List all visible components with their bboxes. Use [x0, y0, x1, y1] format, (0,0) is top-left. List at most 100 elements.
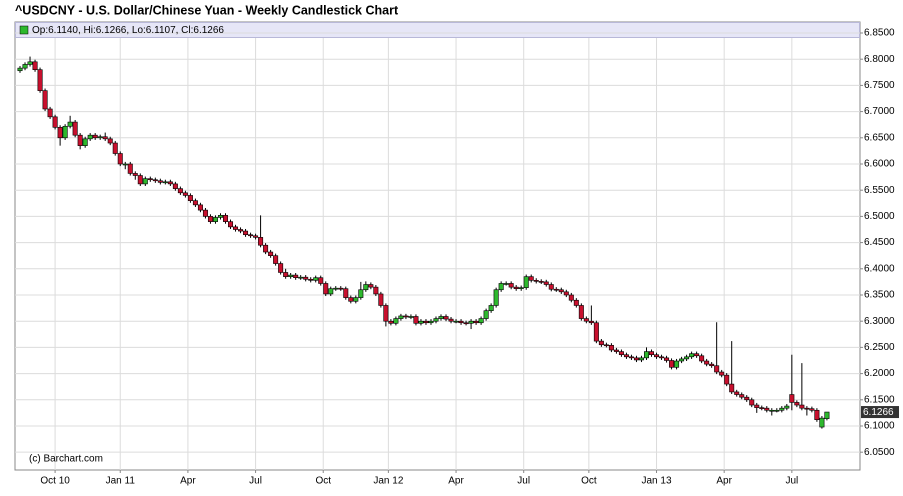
y-tick-label: 6.6000 [864, 159, 895, 170]
candle-body [207, 216, 213, 222]
candle-body [177, 188, 183, 194]
candle-body [704, 360, 710, 365]
candle-body [248, 234, 254, 237]
x-tick-label: Oct 10 [40, 476, 70, 487]
candle-body [413, 316, 419, 324]
candle-body [443, 316, 449, 320]
candle-body [423, 320, 429, 324]
candle-body [22, 64, 28, 69]
candle-body [268, 251, 274, 256]
last-price-box [861, 406, 899, 419]
candle-body [92, 134, 98, 139]
candle-body [714, 365, 720, 373]
x-tick-label: Apr [448, 476, 464, 487]
candle-body [699, 355, 705, 362]
y-tick-label: 6.4500 [864, 237, 895, 248]
candle-body [428, 320, 434, 324]
candle-body [719, 371, 725, 376]
candle-body [618, 351, 624, 356]
candle-body [729, 383, 735, 393]
candle-body [217, 215, 223, 218]
candle-body [433, 318, 439, 322]
last-price-label: 6.1266 [863, 407, 894, 418]
candle-body [498, 283, 504, 291]
foreground: Op:6.1140, Hi:6.1266, Lo:6.1107, Cl:6.12… [19, 25, 899, 487]
candle-body [107, 138, 113, 144]
candle-body [804, 407, 810, 410]
y-tick-label: 6.3500 [864, 290, 895, 301]
candle-body [403, 315, 409, 318]
candle-body [72, 121, 78, 136]
candle-body [167, 181, 173, 185]
candle-body [67, 121, 73, 127]
candle-body [147, 178, 153, 181]
x-tick-label: Apr [716, 476, 732, 487]
candle-body [253, 235, 259, 238]
candle-body [684, 356, 690, 360]
candle-body [323, 283, 329, 295]
candle-body [333, 287, 339, 290]
candle-body [192, 200, 198, 206]
candle-body [603, 344, 609, 347]
candle-body [523, 276, 529, 288]
y-tick-label: 6.6500 [864, 132, 895, 143]
candle-body [709, 363, 715, 367]
candle-body [588, 320, 594, 324]
candle-body [774, 409, 780, 412]
y-tick-label: 6.1500 [864, 394, 895, 405]
candle-body [62, 125, 68, 139]
candle-body [623, 354, 629, 358]
candle-body [749, 399, 755, 406]
candle-body [669, 360, 675, 368]
candle-body [222, 215, 228, 222]
candle-body [162, 181, 168, 184]
candle-body [483, 310, 489, 319]
candle-body [373, 286, 379, 295]
candle-body [358, 289, 364, 298]
candle-body [463, 322, 469, 325]
candle-body [343, 288, 349, 298]
x-tick-label: Jul [785, 476, 798, 487]
x-tick-label: Jul [249, 476, 262, 487]
candle-body [488, 305, 494, 312]
legend-text: Op:6.1140, Hi:6.1266, Lo:6.1107, Cl:6.12… [32, 25, 224, 36]
candle-body [112, 142, 118, 154]
candle-body [689, 353, 695, 358]
y-tick-label: 6.8000 [864, 54, 895, 65]
candle-body [593, 322, 599, 342]
candle-body [408, 316, 414, 318]
candle-body [82, 138, 88, 146]
candle-body [132, 173, 138, 176]
candle-body [303, 276, 309, 280]
candle-body [628, 356, 634, 359]
candle-body [157, 180, 163, 183]
candle-body [298, 276, 304, 279]
candle-body [102, 136, 108, 140]
candle-body [694, 353, 700, 357]
candle-body [37, 69, 43, 91]
candle-body [32, 61, 38, 70]
x-tick-label: Jan 12 [373, 476, 403, 487]
candle-body [513, 286, 519, 290]
watermark: (c) Barchart.com [29, 454, 103, 465]
candle-body [633, 357, 639, 361]
candle-body [152, 179, 158, 182]
candle-body [383, 305, 389, 322]
candle-body [578, 305, 584, 319]
candle-body [809, 408, 815, 411]
candle-body [453, 320, 459, 323]
candle-body [553, 288, 559, 291]
candle-body [508, 283, 514, 288]
candle-body [328, 288, 334, 295]
grid [15, 32, 860, 470]
candle-body [353, 297, 359, 302]
candle-body [528, 276, 534, 281]
candle-body [458, 320, 464, 324]
candle-body [52, 116, 58, 128]
candles [17, 56, 830, 429]
candle-body [448, 318, 454, 322]
candle-body [643, 351, 649, 359]
candle-body [583, 318, 589, 322]
candle-body [273, 255, 279, 264]
